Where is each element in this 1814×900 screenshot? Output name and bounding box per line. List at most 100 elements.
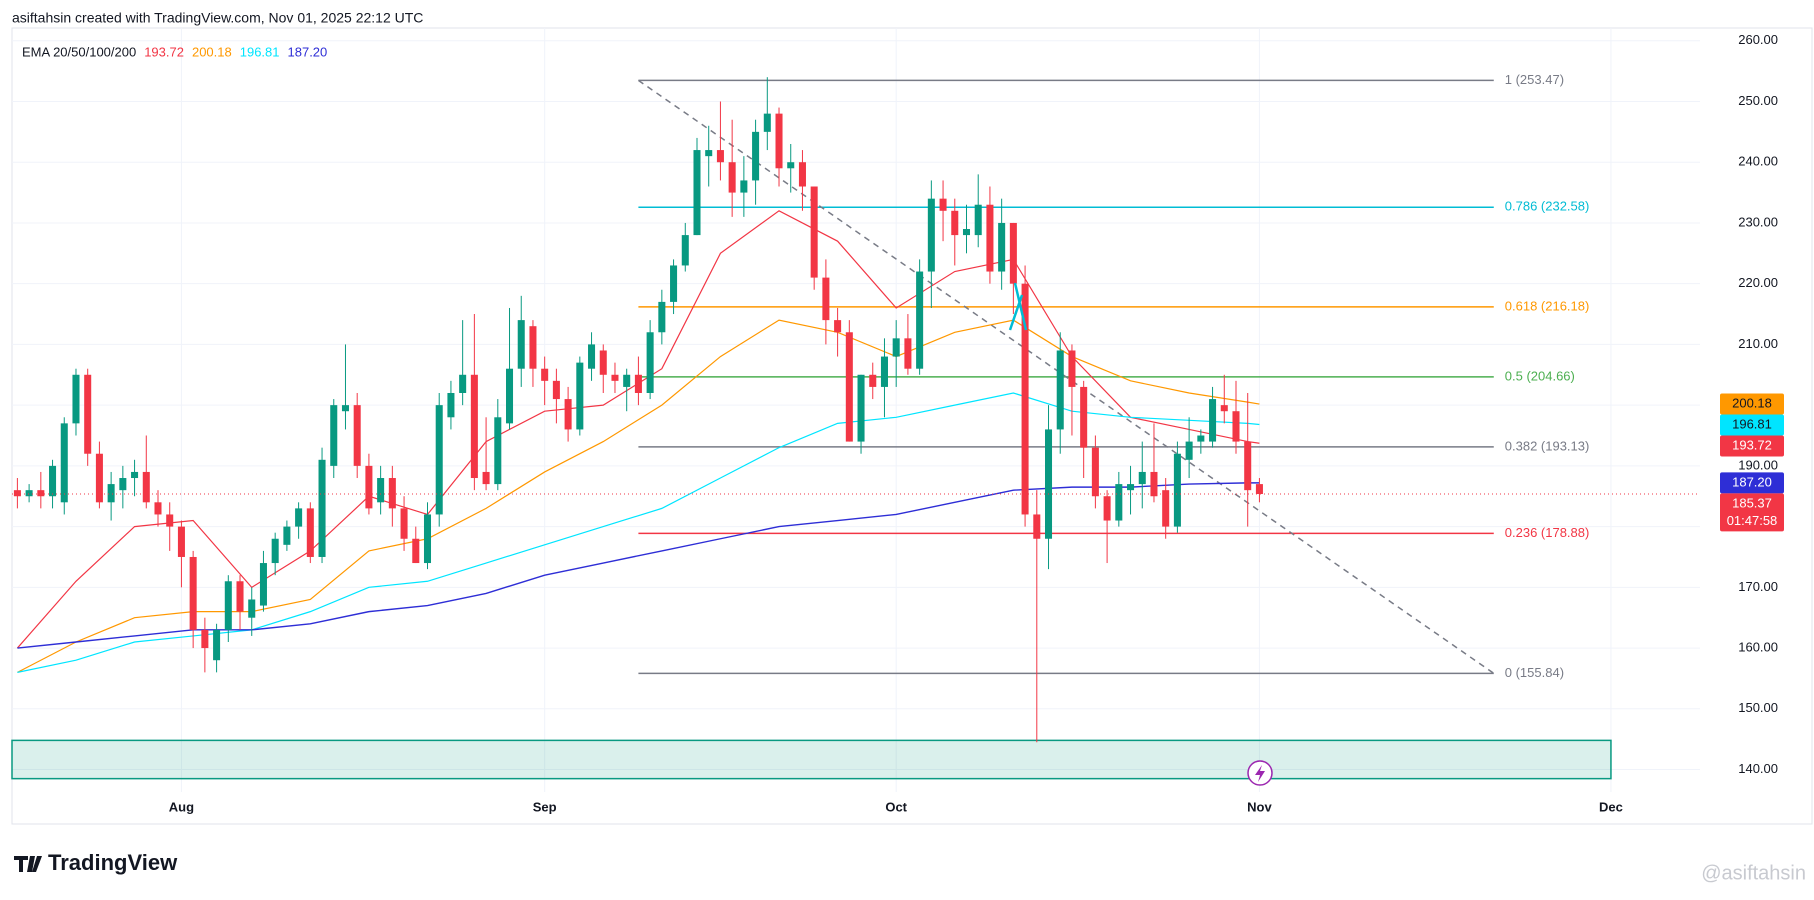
candle-body [798,162,806,187]
candle-body [142,471,150,503]
fib-label: 0 (155.84) [1505,665,1564,680]
candle-body [107,484,115,503]
candle-body [857,374,865,442]
candle-body [1138,471,1146,485]
grid [12,28,1700,792]
candle-body [670,265,678,302]
candle-body [1150,471,1158,497]
candle-body [459,374,467,393]
candle-body [1103,496,1111,521]
candle-body [131,471,139,479]
candle-body [1220,405,1228,412]
price-box-label: 196.81 [1732,416,1772,431]
candle-body [1021,283,1029,515]
candle-body [271,538,279,564]
x-tick-label: Nov [1247,799,1272,814]
candle-body [716,150,724,163]
fib-label: 0.786 (232.58) [1505,199,1590,214]
candle-body [213,629,221,661]
candle-body [470,374,478,479]
candle-body [1009,222,1017,284]
countdown: 01:47:58 [1727,513,1778,528]
logo-icon [14,856,42,872]
candle-body [763,113,771,132]
candle-body [177,526,185,557]
candle-body [681,235,689,266]
candle-body [1056,350,1064,430]
candle-body [1127,484,1135,491]
candle-body [705,150,713,157]
candle-body [998,222,1006,272]
candle-body [259,563,267,606]
candle-body [564,399,572,430]
price-box [1720,393,1784,415]
candle-body [400,508,408,539]
price-box-label: 200.18 [1732,395,1772,410]
y-tick-label: 250.00 [1738,93,1778,108]
candle-body [1068,350,1076,387]
candle-body [236,581,244,612]
legend-value: 196.81 [240,44,280,59]
x-tick-label: Sep [533,799,557,814]
logo: TradingView [14,850,178,875]
candle-body [95,453,103,503]
candle-body [248,599,256,618]
candle-body [1115,484,1123,521]
candle-body [904,338,912,369]
fib-label: 0.382 (193.13) [1505,438,1590,453]
price-box-label: 193.72 [1732,437,1772,452]
candle-body [25,490,33,497]
fib-label: 0.5 (204.66) [1505,368,1575,383]
header: asiftahsin created with TradingView.com,… [12,10,423,26]
candle-body [1033,514,1041,539]
candle-body [494,417,502,485]
candle-body [435,405,443,515]
candle-body [1045,429,1053,539]
x-tick-label: Oct [885,799,907,814]
price-box [1720,435,1784,457]
cross-drawing [1008,282,1028,331]
candle-body [787,162,795,169]
candle-body [951,210,959,236]
y-tick-label: 260.00 [1738,32,1778,47]
y-tick-label: 240.00 [1738,154,1778,169]
watermark: @asiftahsin [1701,862,1806,884]
candle-body [810,186,818,278]
candle-body [353,405,361,466]
x-tick-label: Aug [169,799,194,814]
fib-label: 1 (253.47) [1505,72,1564,87]
candle-body [318,459,326,557]
legend-value: 187.20 [288,44,328,59]
candle-body [623,374,631,387]
candle-body [166,514,174,527]
candle-body [822,277,830,321]
candle-body [1197,435,1205,442]
y-tick-label: 150.00 [1738,700,1778,715]
candle-body [119,478,127,491]
candle-body [84,374,92,454]
candle-body [611,374,619,381]
y-tick-label: 210.00 [1738,336,1778,351]
candle-body [658,301,666,333]
candle-body [37,490,45,497]
candle-body [599,350,607,375]
candle-body [1091,447,1099,497]
y-tick-label: 220.00 [1738,275,1778,290]
price-box [1720,493,1784,532]
candle-body [845,332,853,442]
legend-title: EMA 20/50/100/200 [22,44,136,59]
fib-label: 0.618 (216.18) [1505,298,1590,313]
candle-body [283,526,291,545]
candle-body [295,508,303,527]
candle-body [1209,399,1217,442]
legend-value: 193.72 [144,44,184,59]
trend-line [637,79,1495,674]
candle-body [1162,490,1170,527]
logo-text: TradingView [48,850,178,875]
y-tick-label: 170.00 [1738,579,1778,594]
zone [11,739,1612,780]
lightning [1255,765,1265,782]
candle-body [49,465,57,497]
